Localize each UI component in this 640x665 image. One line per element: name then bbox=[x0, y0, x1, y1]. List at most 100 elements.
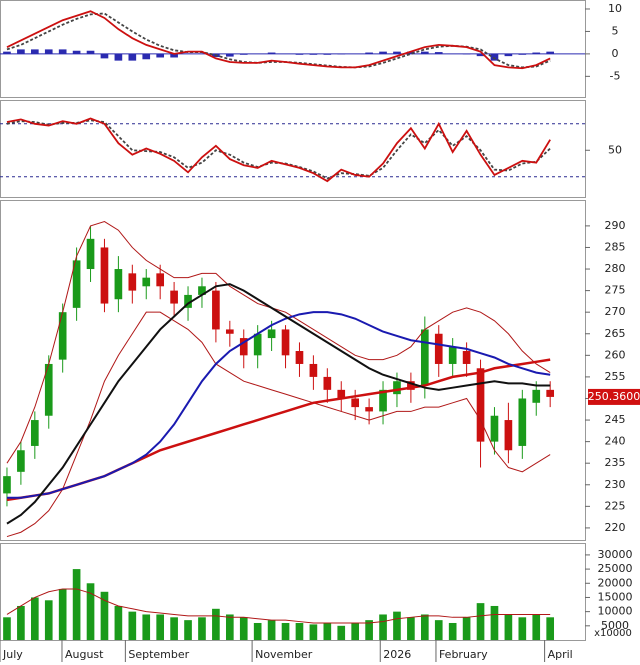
candle-body bbox=[239, 338, 248, 356]
y-tick-label: 240 bbox=[605, 435, 626, 448]
indicator-line bbox=[6, 119, 551, 180]
indicator-line bbox=[6, 311, 551, 499]
volume-bar bbox=[323, 622, 332, 640]
volume-bar bbox=[128, 611, 137, 640]
candle-body bbox=[225, 329, 234, 334]
panel-frame bbox=[0, 0, 586, 98]
volume-bar bbox=[504, 614, 513, 640]
y-tick-label: 0 bbox=[612, 47, 619, 60]
histogram-bar bbox=[30, 49, 39, 54]
x-tick-label: November bbox=[255, 648, 313, 661]
candle-body bbox=[323, 376, 332, 390]
x-tick-label: 2026 bbox=[383, 648, 411, 661]
candle-body bbox=[448, 346, 457, 364]
panel-frame bbox=[0, 100, 586, 198]
histogram-bar bbox=[17, 49, 25, 54]
histogram-bar bbox=[239, 53, 248, 55]
candle-body bbox=[365, 407, 373, 412]
volume-bar bbox=[309, 624, 318, 640]
y-tick-label: 245 bbox=[605, 413, 626, 426]
volume-bar bbox=[142, 614, 151, 640]
y-tick-label: 225 bbox=[605, 499, 626, 512]
indicator-line bbox=[6, 10, 551, 70]
volume-bar bbox=[407, 617, 415, 640]
volume-bar bbox=[225, 614, 234, 640]
candle-body bbox=[156, 273, 165, 287]
candle-body bbox=[434, 333, 443, 364]
y-tick-label: 235 bbox=[605, 456, 626, 469]
volume-bar bbox=[100, 591, 109, 640]
volume-bar bbox=[476, 603, 485, 640]
volume-bar bbox=[72, 569, 81, 640]
candle-body bbox=[546, 389, 555, 397]
candle-body bbox=[351, 398, 360, 408]
candle-body bbox=[518, 398, 527, 446]
histogram-bar bbox=[156, 53, 165, 58]
volume-bar bbox=[44, 600, 53, 640]
y-tick-label: 30000 bbox=[598, 548, 633, 561]
histogram-bar bbox=[3, 51, 11, 54]
indicator-line bbox=[6, 12, 551, 69]
candle-body bbox=[72, 260, 81, 308]
candle-body bbox=[114, 269, 123, 300]
indicator-line bbox=[6, 358, 551, 502]
indicator-line bbox=[6, 221, 551, 464]
histogram-bar bbox=[100, 53, 109, 59]
volume-bar bbox=[448, 622, 457, 640]
y-tick-label: 230 bbox=[605, 478, 626, 491]
candle-body bbox=[407, 381, 415, 390]
volume-bar bbox=[86, 583, 95, 640]
histogram-bar bbox=[225, 53, 234, 57]
candle-body bbox=[58, 312, 67, 360]
candle-body bbox=[184, 294, 192, 308]
candle-body bbox=[379, 389, 387, 412]
volume-bar bbox=[170, 617, 178, 640]
histogram-bar bbox=[379, 51, 387, 54]
y-tick-label: 5000 bbox=[601, 619, 629, 632]
volume-bar bbox=[518, 617, 527, 640]
indicator-line bbox=[6, 311, 551, 538]
candle-body bbox=[281, 329, 290, 356]
candle-body bbox=[100, 247, 109, 304]
histogram-bar bbox=[490, 53, 499, 61]
volume-bar bbox=[114, 605, 123, 640]
last-price-label: 250.3600 bbox=[588, 390, 640, 403]
x-tick-label: February bbox=[439, 648, 488, 661]
candle-body bbox=[420, 329, 429, 386]
y-tick-label: 15000 bbox=[598, 590, 633, 603]
y-tick-label: 5 bbox=[612, 24, 619, 37]
candle-body bbox=[86, 238, 95, 270]
volume-bar bbox=[281, 622, 290, 640]
histogram-bar bbox=[546, 51, 555, 54]
histogram-bar bbox=[267, 52, 276, 54]
histogram-bar bbox=[114, 53, 123, 61]
candle-body bbox=[3, 476, 11, 494]
y-tick-label: 20000 bbox=[598, 576, 633, 589]
volume-bar bbox=[365, 620, 373, 640]
histogram-bar bbox=[518, 53, 527, 55]
candle-body bbox=[337, 389, 346, 399]
x-tick-label: April bbox=[548, 648, 573, 661]
indicator-line bbox=[6, 117, 551, 183]
y-tick-label: 275 bbox=[605, 284, 626, 297]
volume-bar bbox=[58, 588, 67, 640]
y-tick-label: 265 bbox=[605, 327, 626, 340]
histogram-bar bbox=[365, 52, 373, 54]
volume-bar bbox=[295, 622, 304, 640]
histogram-bar bbox=[295, 53, 304, 55]
volume-bar bbox=[337, 625, 346, 640]
volume-bar bbox=[156, 614, 165, 640]
volume-bar bbox=[239, 617, 248, 640]
candle-body bbox=[295, 351, 304, 364]
histogram-bar bbox=[434, 52, 443, 54]
volume-bar bbox=[532, 614, 541, 640]
volume-bar bbox=[393, 611, 401, 640]
candle-body bbox=[532, 389, 541, 403]
histogram-bar bbox=[86, 50, 95, 54]
volume-bar bbox=[490, 605, 499, 640]
panel-frame bbox=[0, 200, 586, 541]
histogram-bar bbox=[476, 53, 485, 57]
candle-body bbox=[30, 420, 39, 446]
indicator-line bbox=[6, 283, 551, 525]
